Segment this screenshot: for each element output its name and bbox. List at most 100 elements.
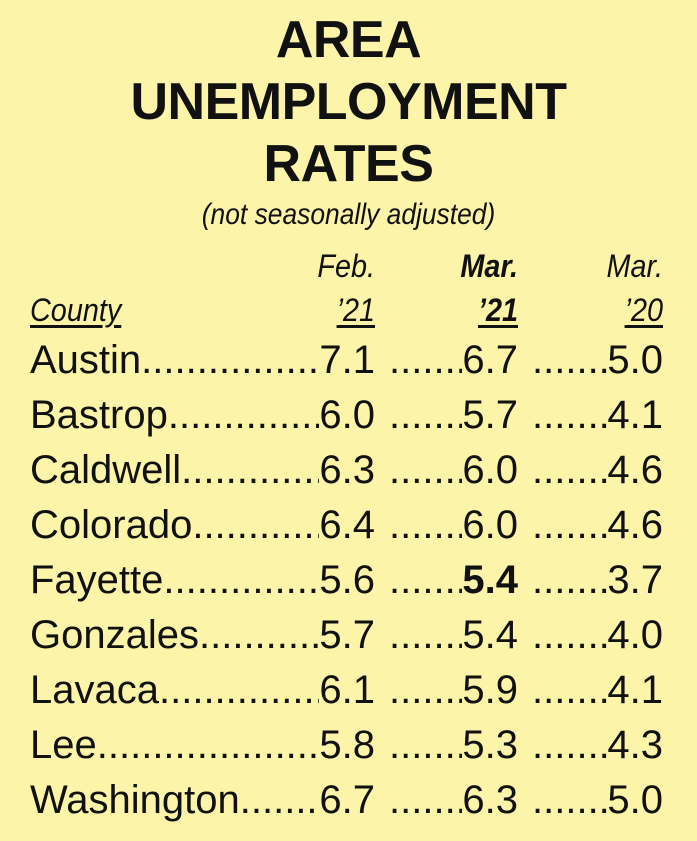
cell-group: Colorado 6.4 (30, 498, 375, 553)
column-head: Mar. (460, 248, 518, 284)
cell-group: 4.6 (518, 498, 663, 553)
leader (532, 718, 607, 773)
leader (532, 773, 607, 828)
rate: 4.0 (607, 613, 663, 657)
cell-group: 4.1 (518, 663, 663, 718)
cell-group: 5.7 (375, 388, 518, 443)
rate: 4.6 (607, 503, 663, 547)
rate: 4.3 (607, 723, 663, 767)
rate: 4.6 (607, 448, 663, 492)
table-row: Colorado 6.4 6.0 4.6 (30, 498, 663, 553)
leader (199, 608, 319, 663)
county-name: Lavaca (30, 668, 159, 712)
column-head: Mar. (606, 248, 663, 284)
cell-group: 3.7 (518, 553, 663, 608)
table-row: Fayette 5.6 5.4 3.7 (30, 553, 663, 608)
leader (532, 388, 607, 443)
cell-group: 6.0 (375, 498, 518, 553)
leader (389, 553, 462, 608)
title-line: UNEMPLOYMENT (130, 73, 568, 131)
leader (389, 608, 462, 663)
rate: 6.0 (319, 393, 375, 437)
cell-group: 5.4 (375, 553, 518, 608)
cell-group: 5.3 (375, 718, 518, 773)
table-row: Washington 6.7 6.3 5.0 (30, 773, 663, 828)
cell-group: 6.7 (375, 333, 518, 388)
cell-group: 4.6 (518, 443, 663, 498)
cell-group: 5.0 (518, 333, 663, 388)
rate: 6.1 (319, 668, 375, 712)
rate: 5.8 (319, 723, 375, 767)
leader (532, 498, 607, 553)
county-name: Colorado (30, 503, 193, 547)
leader (181, 443, 319, 498)
rate: 6.7 (462, 338, 518, 382)
leader (532, 553, 607, 608)
rate: 5.9 (462, 668, 518, 712)
county-name: Austin (30, 338, 142, 382)
county-name: Fayette (30, 558, 164, 602)
leader (168, 388, 320, 443)
table-row: Gonzales 5.7 5.4 4.0 (30, 608, 663, 663)
leader (389, 333, 462, 388)
cell-group: 4.0 (518, 608, 663, 663)
rate: 5.3 (462, 723, 518, 767)
leader (389, 663, 462, 718)
cell-group: Lavaca 6.1 (30, 663, 375, 718)
leader (532, 608, 607, 663)
table-row: Bastrop 6.0 5.7 4.1 (30, 388, 663, 443)
leader (240, 773, 320, 828)
county-name: Washington (30, 778, 240, 822)
leader (532, 443, 607, 498)
rate: 4.1 (607, 668, 663, 712)
leader (163, 553, 319, 608)
rate: 5.4 (462, 613, 518, 657)
cell-group: Gonzales 5.7 (30, 608, 375, 663)
leader (389, 443, 462, 498)
rate: 7.1 (319, 338, 375, 382)
cell-group: 6.3 (375, 773, 518, 828)
title-line: AREA (275, 11, 422, 69)
rate: 6.0 (462, 503, 518, 547)
rate: 6.0 (462, 448, 518, 492)
rate: 5.6 (319, 558, 375, 602)
column-head: ’21 (477, 292, 518, 328)
column-head: ’20 (624, 292, 663, 328)
column-head: Feb. (317, 248, 375, 284)
county-name: Caldwell (30, 448, 182, 492)
cell-group: 5.0 (518, 773, 663, 828)
cell-group: 6.0 (375, 443, 518, 498)
cell-group: Lee 5.8 (30, 718, 375, 773)
rate: 5.4 (462, 558, 518, 602)
leader (389, 718, 462, 773)
leader (532, 333, 607, 388)
county-name: Lee (30, 723, 97, 767)
rate: 6.3 (319, 448, 375, 492)
county-name: Gonzales (30, 613, 199, 657)
subtitle: (not seasonally adjusted) (201, 198, 496, 231)
rate: 5.0 (607, 338, 663, 382)
table-row: Lavaca 6.1 5.9 4.1 (30, 663, 663, 718)
rate: 6.4 (319, 503, 375, 547)
rate: 5.0 (607, 778, 663, 822)
cell-group: Fayette 5.6 (30, 553, 375, 608)
county-name: Bastrop (30, 393, 168, 437)
leader (97, 718, 320, 773)
table-row: Austin 7.1 6.7 5.0 (30, 333, 663, 388)
table-row: Lee 5.8 5.3 4.3 (30, 718, 663, 773)
column-head: ’21 (336, 292, 375, 328)
rate: 6.3 (462, 778, 518, 822)
cell-group: Washington 6.7 (30, 773, 375, 828)
leader (159, 663, 319, 718)
cell-group: 5.4 (375, 608, 518, 663)
leader (389, 388, 462, 443)
rate: 3.7 (607, 558, 663, 602)
cell-group: 5.9 (375, 663, 518, 718)
cell-group: Bastrop 6.0 (30, 388, 375, 443)
column-head: County (30, 292, 122, 328)
leader (532, 663, 607, 718)
cell-group: Austin 7.1 (30, 333, 375, 388)
title-line: RATES (263, 135, 434, 193)
leader (141, 333, 319, 388)
